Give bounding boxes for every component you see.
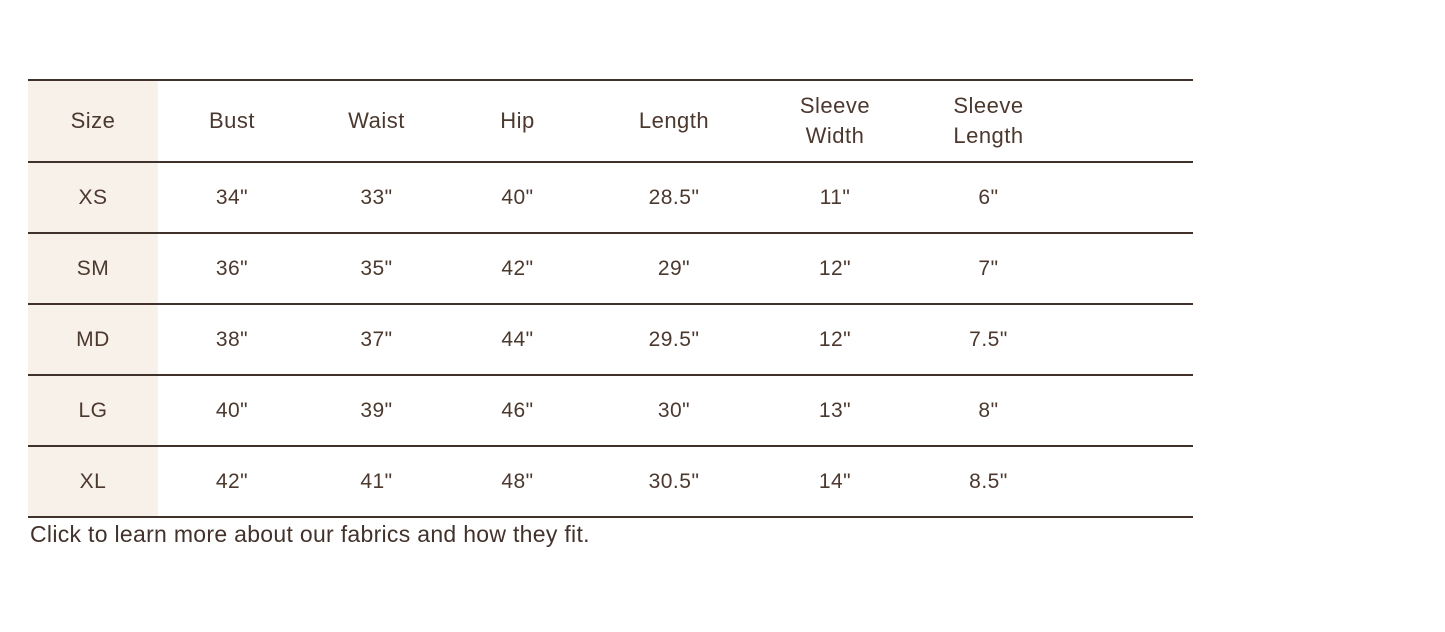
hip-value: 46": [447, 375, 588, 447]
spacer-cell: [1067, 375, 1193, 447]
header-cell-bust: Bust: [158, 80, 306, 163]
spacer-cell: [1067, 446, 1193, 518]
length-value: 29": [588, 233, 760, 305]
size-label: LG: [28, 375, 158, 447]
sleeve-length-value: 8.5": [910, 446, 1067, 518]
size-chart-table: Size Bust Waist Hip Length Sleeve Width …: [28, 79, 1193, 518]
hip-value: 48": [447, 446, 588, 518]
size-label: XS: [28, 162, 158, 234]
table-row-xs: XS 34" 33" 40" 28.5" 11" 6": [28, 162, 1193, 234]
waist-value: 37": [306, 304, 447, 376]
size-chart: Size Bust Waist Hip Length Sleeve Width …: [28, 79, 1193, 518]
size-label: SM: [28, 233, 158, 305]
header-cell-waist: Waist: [306, 80, 447, 163]
sleeve-width-value: 13": [760, 375, 910, 447]
table-row-lg: LG 40" 39" 46" 30" 13" 8": [28, 375, 1193, 447]
bust-value: 36": [158, 233, 306, 305]
header-cell-sleeve-length: Sleeve Length: [910, 80, 1067, 163]
header-cell-sleeve-width: Sleeve Width: [760, 80, 910, 163]
bust-value: 40": [158, 375, 306, 447]
bust-value: 34": [158, 162, 306, 234]
bust-value: 38": [158, 304, 306, 376]
sleeve-width-value: 14": [760, 446, 910, 518]
length-value: 28.5": [588, 162, 760, 234]
sleeve-length-value: 8": [910, 375, 1067, 447]
sleeve-width-value: 11": [760, 162, 910, 234]
size-label: XL: [28, 446, 158, 518]
spacer-cell: [1067, 304, 1193, 376]
hip-value: 40": [447, 162, 588, 234]
header-cell-hip: Hip: [447, 80, 588, 163]
length-value: 29.5": [588, 304, 760, 376]
sleeve-length-value: 7.5": [910, 304, 1067, 376]
length-value: 30.5": [588, 446, 760, 518]
fabrics-info-link[interactable]: Click to learn more about our fabrics an…: [30, 521, 590, 547]
waist-value: 41": [306, 446, 447, 518]
sleeve-width-value: 12": [760, 233, 910, 305]
header-row: Size Bust Waist Hip Length Sleeve Width …: [28, 80, 1193, 163]
spacer-cell: [1067, 162, 1193, 234]
length-value: 30": [588, 375, 760, 447]
sleeve-length-value: 7": [910, 233, 1067, 305]
header-cell-size: Size: [28, 80, 158, 163]
waist-value: 39": [306, 375, 447, 447]
header-cell-spacer: [1067, 80, 1193, 163]
sleeve-length-value: 6": [910, 162, 1067, 234]
table-row-xl: XL 42" 41" 48" 30.5" 14" 8.5": [28, 446, 1193, 518]
waist-value: 33": [306, 162, 447, 234]
table-row-sm: SM 36" 35" 42" 29" 12" 7": [28, 233, 1193, 305]
sleeve-width-value: 12": [760, 304, 910, 376]
bust-value: 42": [158, 446, 306, 518]
hip-value: 42": [447, 233, 588, 305]
size-label: MD: [28, 304, 158, 376]
header-cell-length: Length: [588, 80, 760, 163]
table-row-md: MD 38" 37" 44" 29.5" 12" 7.5": [28, 304, 1193, 376]
hip-value: 44": [447, 304, 588, 376]
waist-value: 35": [306, 233, 447, 305]
spacer-cell: [1067, 233, 1193, 305]
